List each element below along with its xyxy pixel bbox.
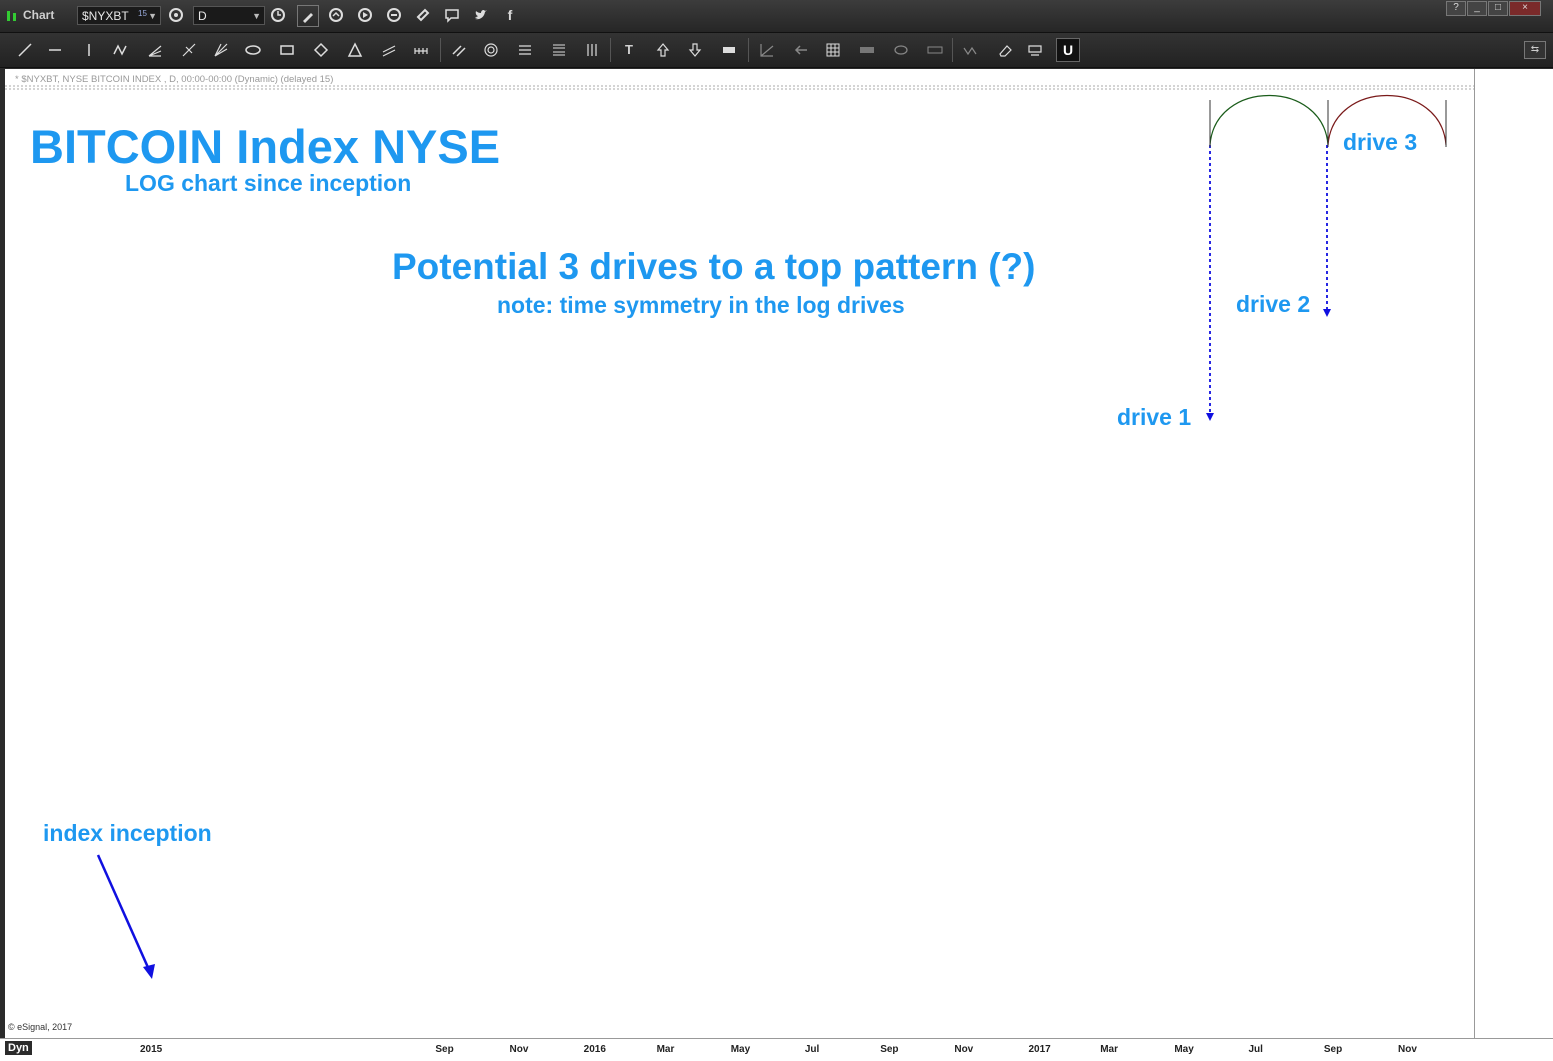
dyn-mode-label[interactable]: Dyn	[5, 1041, 32, 1055]
twitter-icon[interactable]	[471, 5, 491, 25]
rectangle-tool-icon[interactable]	[274, 40, 300, 60]
symbol-value: $NYXBT	[82, 9, 129, 23]
clock-icon[interactable]	[268, 5, 288, 25]
interval-input[interactable]: D ▼	[193, 6, 265, 25]
x-tick-label: May	[1174, 1044, 1194, 1055]
parallel-lines-tool-icon[interactable]	[446, 40, 472, 60]
gann-fan-tool-icon[interactable]	[208, 40, 234, 60]
minimize-button[interactable]: _	[1467, 1, 1487, 16]
channel-tool-icon[interactable]	[376, 40, 402, 60]
chevron-down-icon[interactable]: ▼	[148, 11, 157, 21]
toolbar-divider	[610, 38, 611, 62]
annotation-tool-icon[interactable]	[1022, 40, 1048, 60]
zigzag-tool-icon[interactable]	[108, 40, 134, 60]
vertical-line-tool-icon[interactable]	[76, 40, 102, 60]
close-button[interactable]: ×	[1509, 1, 1541, 16]
pti-tool-icon[interactable]	[922, 40, 948, 60]
comment-icon[interactable]	[442, 5, 462, 25]
drive-3-label: drive 3	[1343, 129, 1418, 155]
drive-arrowhead	[1323, 309, 1331, 317]
delay-indicator: 15	[138, 9, 147, 18]
line-tool-icon[interactable]	[12, 40, 38, 60]
horizontal-lines-tool-icon[interactable]	[512, 40, 538, 60]
chart-app-icon	[7, 11, 16, 21]
inception-arrowhead	[143, 964, 155, 979]
replay-icon[interactable]	[384, 5, 404, 25]
pencil-icon[interactable]	[297, 5, 319, 27]
x-tick-label: Jul	[1248, 1044, 1263, 1055]
x-tick-label: Sep	[1323, 1044, 1343, 1055]
x-tick-label: 2017	[1028, 1044, 1051, 1055]
chevron-down-icon[interactable]: ▼	[252, 11, 261, 21]
help-button[interactable]: ?	[1446, 1, 1466, 16]
refresh-icon[interactable]	[326, 5, 346, 25]
fib-levels-tool-icon[interactable]	[546, 40, 572, 60]
pattern-tool-icon[interactable]	[958, 40, 984, 60]
inception-label: index inception	[43, 820, 212, 846]
x-tick-label: Sep	[435, 1044, 454, 1055]
x-tick-label: Mar	[1100, 1044, 1118, 1055]
play-icon[interactable]	[355, 5, 375, 25]
triangle-tool-icon[interactable]	[342, 40, 368, 60]
td-tool-icon[interactable]	[888, 40, 914, 60]
diamond-tool-icon[interactable]	[308, 40, 334, 60]
ellipse-tool-icon[interactable]	[240, 40, 266, 60]
x-tick-label: Mar	[656, 1044, 675, 1055]
vertical-lines-tool-icon[interactable]	[580, 40, 606, 60]
back-arrow-tool-icon[interactable]	[788, 40, 814, 60]
chart-subtitle: LOG chart since inception	[125, 170, 412, 196]
toolbar-divider	[748, 38, 749, 62]
cycle-tool-icon[interactable]	[408, 40, 434, 60]
drive-arc-2	[1327, 94, 1447, 146]
horizontal-line-tool-icon[interactable]	[42, 40, 68, 60]
drive-arrowhead	[1206, 413, 1214, 421]
fib-tool-icon[interactable]	[176, 40, 202, 60]
arrow-up-tool-icon[interactable]	[650, 40, 676, 60]
x-tick-label: Nov	[954, 1044, 974, 1055]
interval-value: D	[198, 9, 207, 23]
toolbar-divider	[952, 38, 953, 62]
arrow-down-tool-icon[interactable]	[682, 40, 708, 60]
eraser-tool-icon[interactable]	[992, 40, 1018, 60]
title-bar: Chart $NYXBT 15 ▼ D ▼ f ? _ □ ×	[0, 0, 1553, 33]
link-icon[interactable]	[413, 5, 433, 25]
drawing-toolbar	[0, 33, 1553, 68]
mob-tool-icon[interactable]	[854, 40, 880, 60]
panel-toggle-icon[interactable]: ⇆	[1524, 41, 1546, 59]
pattern-note: note: time symmetry in the log drives	[497, 292, 905, 318]
x-tick-label: Sep	[880, 1044, 899, 1055]
x-tick-label: Nov	[1398, 1044, 1417, 1055]
drive-1-label: drive 1	[1117, 404, 1192, 430]
text-tool-icon[interactable]: T	[625, 42, 633, 57]
copyright-text: © eSignal, 2017	[8, 1022, 73, 1032]
price-chart	[5, 85, 1474, 979]
inception-arrow	[96, 854, 152, 973]
target-tool-icon[interactable]	[478, 40, 504, 60]
chart-plot-area[interactable]: * $NYXBT, NYSE BITCOIN INDEX , D, 00:00-…	[5, 69, 1474, 1038]
fan-tool-icon[interactable]	[142, 40, 168, 60]
x-tick-label: 2016	[583, 1044, 606, 1055]
drive-2-label: drive 2	[1236, 291, 1311, 317]
window-title: Chart	[23, 8, 55, 22]
magnet-icon[interactable]: U	[1056, 38, 1080, 62]
chart-header: * $NYXBT, NYSE BITCOIN INDEX , D, 00:00-…	[15, 74, 334, 85]
maximize-button[interactable]: □	[1488, 1, 1508, 16]
x-tick-label: 2015	[140, 1044, 163, 1055]
x-tick-label: Jul	[804, 1044, 820, 1055]
toolbar-divider	[440, 38, 441, 62]
grid-tool-icon[interactable]	[820, 40, 846, 60]
settings-icon[interactable]	[166, 5, 186, 25]
x-tick-label: Nov	[509, 1044, 529, 1055]
time-axis[interactable]	[0, 1038, 1553, 1061]
facebook-icon[interactable]: f	[507, 7, 513, 23]
pattern-label: Potential 3 drives to a top pattern (?)	[392, 246, 1036, 287]
drive-arc-1	[1209, 94, 1329, 146]
regression-tool-icon[interactable]	[754, 40, 780, 60]
chart-title: BITCOIN Index NYSE	[30, 120, 501, 173]
price-axis[interactable]	[1474, 69, 1553, 1038]
highlight-tool-icon[interactable]	[716, 40, 742, 60]
symbol-input[interactable]: $NYXBT 15 ▼	[77, 6, 161, 25]
x-tick-label: May	[730, 1044, 751, 1055]
